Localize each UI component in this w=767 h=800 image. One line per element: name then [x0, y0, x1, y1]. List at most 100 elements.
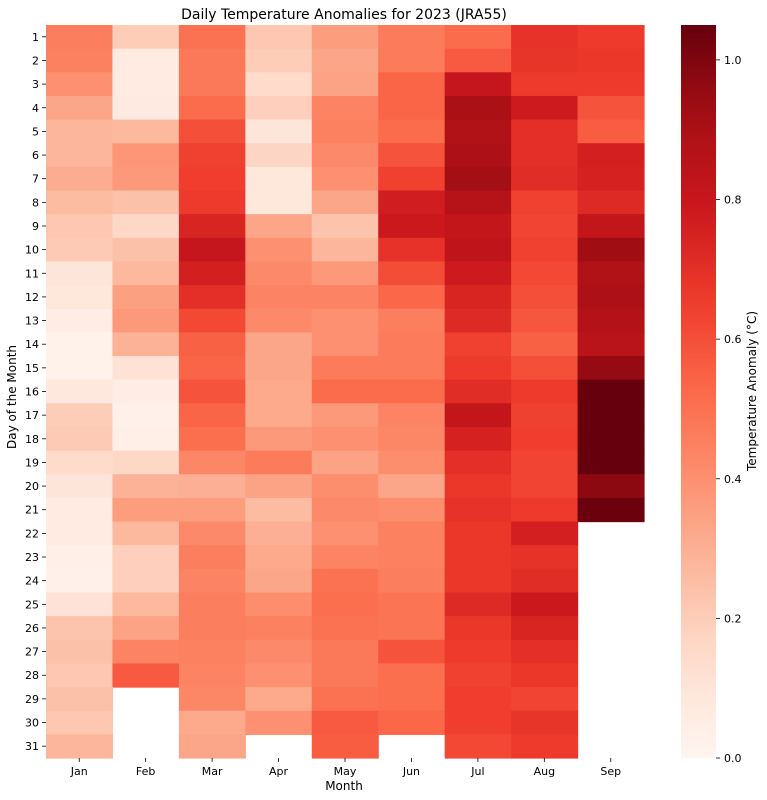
heatmap-cell — [378, 663, 446, 688]
heatmap-cell — [311, 592, 379, 617]
heatmap-cell — [112, 143, 180, 168]
heatmap-cell — [46, 734, 114, 759]
heatmap-cell — [178, 687, 246, 712]
heatmap-cell — [511, 568, 579, 594]
heatmap-cell — [178, 190, 246, 215]
heatmap-cell — [577, 25, 645, 50]
heatmap-cell — [46, 214, 114, 239]
heatmap-cell — [378, 143, 446, 168]
heatmap-cell — [444, 687, 512, 712]
heatmap-cell — [378, 403, 446, 428]
y-tick-label: 9 — [32, 220, 39, 233]
heatmap-cell — [511, 143, 579, 168]
heatmap-cell — [311, 734, 379, 759]
y-tick-label: 24 — [25, 575, 39, 588]
heatmap-cell — [311, 72, 379, 97]
heatmap-cell — [444, 119, 512, 144]
y-tick-label: 17 — [25, 409, 39, 422]
heatmap-cell — [378, 261, 446, 286]
heatmap-cell — [178, 72, 246, 97]
heatmap-cell — [511, 521, 579, 546]
heatmap-cell — [112, 214, 180, 239]
heatmap-cell — [46, 710, 114, 735]
heatmap-cell — [245, 261, 313, 286]
heatmap-cell — [46, 592, 114, 617]
heatmap-cell — [511, 426, 579, 452]
colorbar-tick-label: 0.6 — [724, 333, 742, 346]
y-axis-label: Day of the Month — [5, 345, 19, 449]
heatmap-cell — [444, 734, 512, 759]
heatmap-cell — [311, 497, 379, 523]
heatmap-cell — [511, 25, 579, 50]
heatmap-cell — [311, 616, 379, 641]
heatmap-cell — [577, 332, 645, 357]
y-tick-label: 11 — [25, 267, 39, 280]
heatmap-cell — [444, 356, 512, 381]
heatmap-cell — [444, 143, 512, 168]
heatmap-cell — [112, 545, 180, 570]
heatmap-cell — [112, 308, 180, 333]
x-axis: Jan Feb Mar Apr May Jun Jul Aug Sep — [70, 758, 621, 778]
heatmap-cell — [577, 403, 645, 428]
y-tick-label: 8 — [32, 196, 39, 209]
heatmap-cell — [378, 450, 446, 475]
heatmap-cell — [311, 687, 379, 712]
y-tick-label: 23 — [25, 551, 39, 564]
heatmap-cell — [112, 616, 180, 641]
x-tick-label: Jun — [402, 765, 420, 778]
heatmap-cell — [112, 497, 180, 523]
y-tick-label: 19 — [25, 456, 39, 469]
heatmap-cell — [378, 356, 446, 381]
x-tick-label: May — [334, 765, 357, 778]
x-axis-label: Month — [325, 779, 363, 793]
heatmap-cell — [378, 48, 446, 73]
heatmap-cell — [46, 356, 114, 381]
heatmap-cell — [178, 734, 246, 759]
heatmap-cell — [46, 403, 114, 428]
heatmap-cell — [245, 426, 313, 452]
heatmap-cell — [178, 403, 246, 428]
heatmap-cell — [577, 48, 645, 73]
heatmap-cell — [178, 616, 246, 641]
heatmap-cell — [444, 332, 512, 357]
heatmap-cell — [311, 379, 379, 404]
heatmap-cell — [245, 687, 313, 712]
heatmap-cell — [46, 332, 114, 357]
heatmap-cell — [46, 616, 114, 641]
x-tick-label: Jul — [470, 765, 484, 778]
heatmap-cell — [511, 285, 579, 310]
heatmap-cell — [444, 474, 512, 499]
heatmap-cell — [46, 308, 114, 333]
heatmap-cell — [46, 639, 114, 665]
heatmap-cell — [444, 450, 512, 475]
heatmap-cell — [577, 95, 645, 121]
heatmap-cell — [178, 119, 246, 144]
heatmap-cell — [46, 663, 114, 688]
heatmap-cell — [245, 663, 313, 688]
heatmap-cell — [577, 119, 645, 144]
heatmap-cell — [378, 214, 446, 239]
heatmap-cell — [378, 710, 446, 735]
y-tick-label: 29 — [25, 693, 39, 706]
heatmap-cell — [511, 261, 579, 286]
heatmap-cell — [444, 663, 512, 688]
heatmap-cell — [178, 48, 246, 73]
heatmap-cell — [245, 403, 313, 428]
heatmap-cell — [444, 403, 512, 428]
heatmap-cell — [511, 639, 579, 665]
heatmap-cell — [46, 687, 114, 712]
heatmap-cell — [511, 119, 579, 144]
heatmap-cell — [245, 119, 313, 144]
heatmap-cell — [511, 332, 579, 357]
x-tick-label: Sep — [600, 765, 621, 778]
heatmap-cell — [245, 308, 313, 333]
heatmap-cell — [511, 72, 579, 97]
heatmap-cell — [378, 426, 446, 452]
y-tick-label: 2 — [32, 54, 39, 67]
heatmap-cell — [46, 450, 114, 475]
y-tick-label: 5 — [32, 125, 39, 138]
heatmap-cell — [112, 72, 180, 97]
colorbar-label: Temperature Anomaly (°C) — [745, 311, 759, 472]
chart-title: Daily Temperature Anomalies for 2023 (JR… — [181, 7, 507, 23]
